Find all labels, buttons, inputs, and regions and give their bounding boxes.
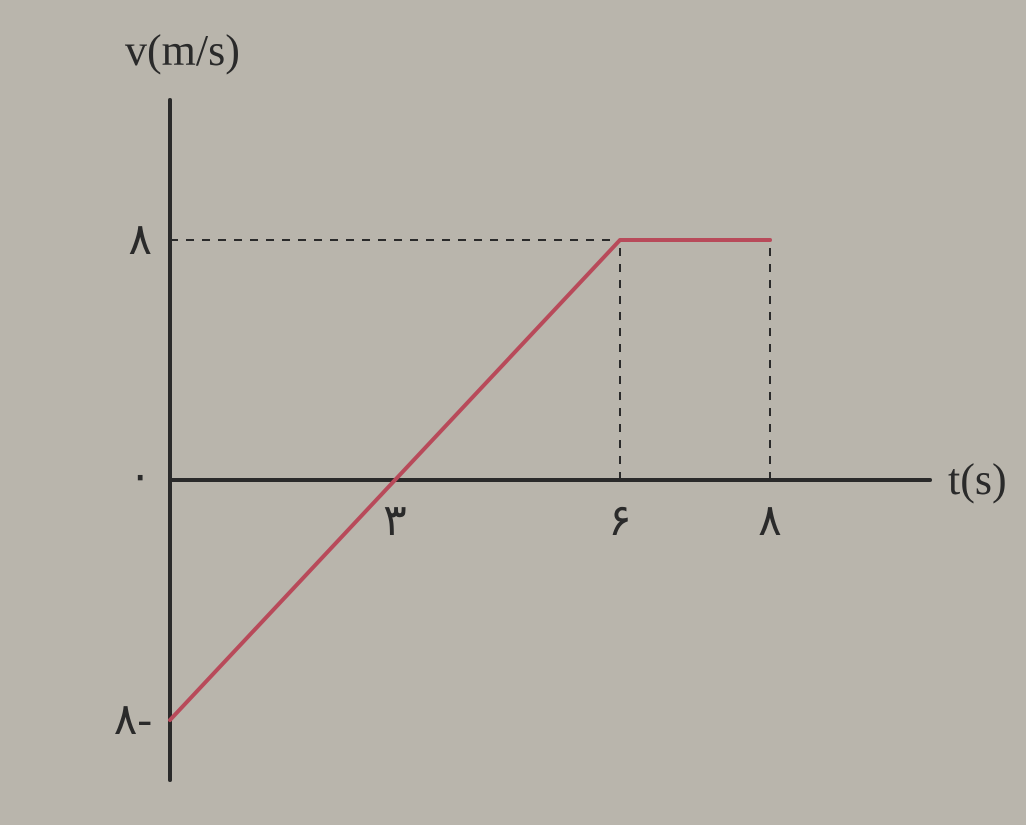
origin-label: ۰ bbox=[128, 451, 152, 500]
velocity-time-chart: v(m/s) t(s) ۰ ۳ ۶ ۸ ۸ ۸- bbox=[0, 0, 1026, 825]
x-tick-label: ۶ bbox=[608, 496, 632, 545]
y-tick-label: ۸- bbox=[114, 695, 152, 744]
y-tick-label: ۸ bbox=[128, 215, 152, 264]
chart-svg: v(m/s) t(s) ۰ ۳ ۶ ۸ ۸ ۸- bbox=[0, 0, 1026, 825]
x-tick-label: ۸ bbox=[758, 496, 782, 545]
x-tick-label: ۳ bbox=[383, 496, 407, 545]
x-axis-label: t(s) bbox=[948, 455, 1007, 504]
y-axis-label: v(m/s) bbox=[125, 26, 240, 75]
chart-background bbox=[0, 0, 1026, 825]
